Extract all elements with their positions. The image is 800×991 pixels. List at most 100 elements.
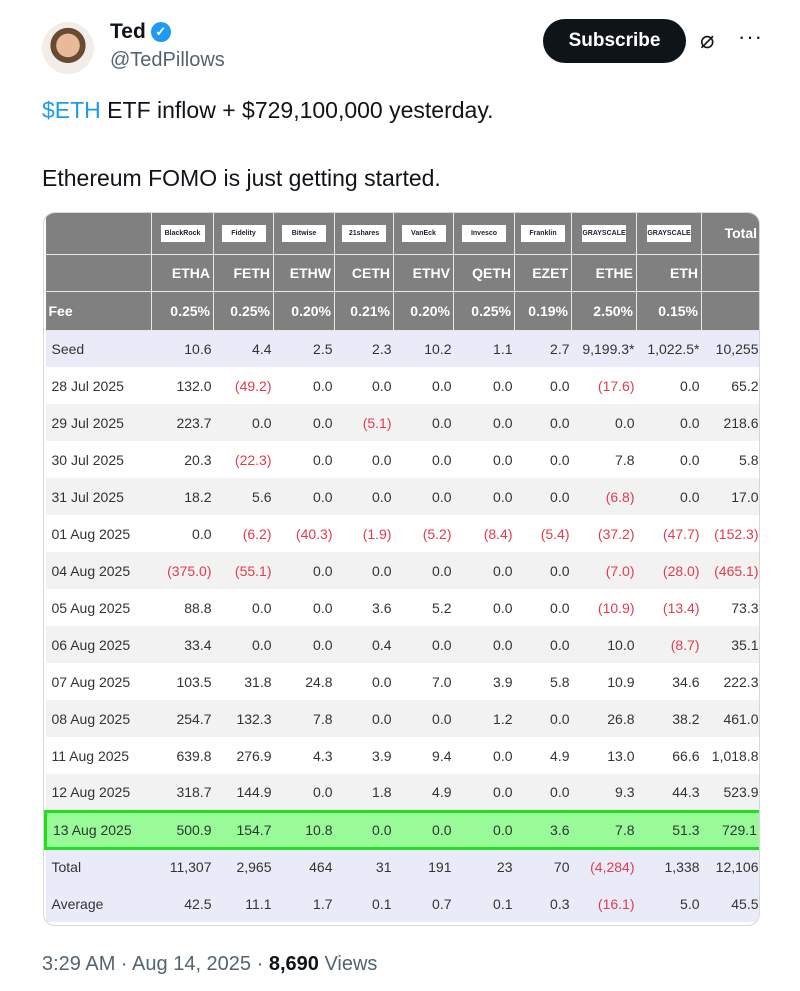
fee-cell: 0.20% (393, 291, 454, 331)
value-cell: 0.0 (453, 589, 515, 626)
ticker-header: ETHW (273, 254, 335, 292)
fee-cell: 0.25% (453, 291, 515, 331)
value-cell: 0.0 (334, 478, 394, 515)
value-cell: (22.3) (213, 441, 274, 478)
value-cell: 0.0 (334, 809, 394, 850)
value-cell: (55.1) (213, 552, 274, 589)
value-cell: 5.6 (213, 478, 274, 515)
value-cell: 45.5 (701, 885, 759, 922)
value-cell: 26.8 (571, 700, 637, 737)
avatar[interactable] (42, 22, 94, 74)
issuer-logo: BlackRock (160, 225, 205, 243)
value-cell: 0.3 (514, 885, 572, 922)
value-cell: 9.3 (571, 774, 637, 811)
value-cell: 0.0 (514, 589, 572, 626)
value-cell: 11.1 (213, 885, 274, 922)
value-cell: (8.4) (453, 515, 515, 552)
value-cell: 222.3 (701, 663, 759, 700)
row-label: 06 Aug 2025 (45, 626, 152, 663)
row-label: 07 Aug 2025 (45, 663, 152, 700)
value-cell: 0.0 (273, 626, 335, 663)
value-cell: 18.2 (151, 478, 214, 515)
grok-icon[interactable]: ⌀ (700, 27, 715, 54)
value-cell: 5.8 (514, 663, 572, 700)
author-name[interactable]: Ted ✓ (110, 20, 171, 44)
value-cell: 0.0 (514, 367, 572, 404)
value-cell: 33.4 (151, 626, 214, 663)
value-cell: 70 (514, 848, 572, 885)
value-cell: 31 (334, 848, 394, 885)
value-cell: 0.0 (393, 552, 454, 589)
issuer-logo: VanEck (401, 225, 446, 243)
value-cell: 0.0 (393, 626, 454, 663)
tweet-line-2: Ethereum FOMO is just getting started. (42, 165, 441, 191)
value-cell: 31.8 (213, 663, 274, 700)
fee-cell: 0.15% (636, 291, 702, 331)
ticker-header: ETH (636, 254, 702, 292)
value-cell: 0.0 (514, 552, 572, 589)
value-cell: 0.0 (273, 404, 335, 441)
fee-cell: 0.19% (514, 291, 572, 331)
value-cell: 0.0 (636, 441, 702, 478)
value-cell: 0.0 (514, 774, 572, 811)
value-cell: 0.0 (334, 552, 394, 589)
value-cell: 0.0 (334, 367, 394, 404)
cashtag-link[interactable]: $ETH (42, 97, 101, 123)
etf-flow-table-image[interactable]: BlackRock Fidelity Bitwise 21shares VanEck In… (43, 212, 760, 926)
value-cell: 0.1 (453, 885, 515, 922)
etf-flow-table: BlackRock Fidelity Bitwise 21shares VanEck In… (44, 213, 759, 922)
value-cell: 523.9 (701, 774, 759, 811)
row-label: 31 Jul 2025 (45, 478, 152, 515)
row-label: 05 Aug 2025 (45, 589, 152, 626)
value-cell: 218.6 (701, 404, 759, 441)
value-cell: 0.0 (273, 774, 335, 811)
value-cell: 1,338 (636, 848, 702, 885)
table-row: 11 Aug 2025 639.8 276.9 4.3 3.9 9.4 0.0 4.9 13.0… (45, 737, 759, 774)
value-cell: 0.0 (636, 367, 702, 404)
value-cell: 34.6 (636, 663, 702, 700)
table-row: 29 Jul 2025 223.7 0.0 0.0 (5.1) 0.0 0.0 0.0 0.0 0… (45, 404, 759, 441)
issuer-logo: GRAYSCALE (582, 225, 626, 243)
value-cell: 0.0 (273, 552, 335, 589)
value-cell: 7.0 (393, 663, 454, 700)
value-cell: 0.0 (151, 515, 214, 552)
ticker-row: ETHA FETH ETHW CETH ETHV QETH EZET ETHE ETH (45, 254, 759, 292)
value-cell: 1.7 (273, 885, 335, 922)
value-cell: 1.2 (453, 700, 515, 737)
value-cell: 0.0 (636, 478, 702, 515)
value-cell: (465.1) (701, 552, 759, 589)
value-cell: 17.0 (701, 478, 759, 515)
issuer-logo-cell: Bitwise (273, 213, 335, 255)
value-cell: 0.0 (514, 626, 572, 663)
value-cell: (1.9) (334, 515, 394, 552)
value-cell: (5.2) (393, 515, 454, 552)
value-cell: 276.9 (213, 737, 274, 774)
author-handle[interactable]: @TedPillows (110, 49, 225, 71)
value-cell: (49.2) (213, 367, 274, 404)
value-cell: 0.0 (273, 367, 335, 404)
value-cell: 0.0 (273, 589, 335, 626)
empty-header (45, 213, 152, 255)
value-cell: 0.7 (393, 885, 454, 922)
issuer-logo-cell: 21shares (334, 213, 394, 255)
timestamp[interactable]: 3:29 AM · Aug 14, 2025 · (42, 953, 269, 975)
subscribe-button[interactable]: Subscribe (543, 19, 686, 63)
value-cell: (37.2) (571, 515, 637, 552)
tweet-meta: 3:29 AM · Aug 14, 2025 · 8,690 Views (42, 953, 378, 975)
row-label: 29 Jul 2025 (45, 404, 152, 441)
views-count: 8,690 (268, 953, 319, 975)
value-cell: 0.0 (393, 367, 454, 404)
row-label: 13 Aug 2025 (44, 809, 152, 850)
value-cell: 4.4 (213, 330, 274, 367)
value-cell: 0.0 (393, 700, 454, 737)
value-cell: 154.7 (213, 809, 274, 850)
value-cell: 500.9 (151, 809, 214, 850)
issuer-logo-cell: BlackRock (151, 213, 214, 255)
table-row-highlighted: 13 Aug 2025 500.9 154.7 10.8 0.0 0.0 0.0 3.6 7.8… (44, 809, 759, 850)
value-cell: 2.7 (514, 330, 572, 367)
value-cell: 5.2 (393, 589, 454, 626)
more-icon[interactable]: ··· (738, 24, 763, 49)
table-row: Seed 10.6 4.4 2.5 2.3 10.2 1.1 2.7 9,199.3* 1,022… (45, 330, 759, 367)
row-label: 28 Jul 2025 (45, 367, 152, 404)
value-cell: 0.0 (273, 441, 335, 478)
